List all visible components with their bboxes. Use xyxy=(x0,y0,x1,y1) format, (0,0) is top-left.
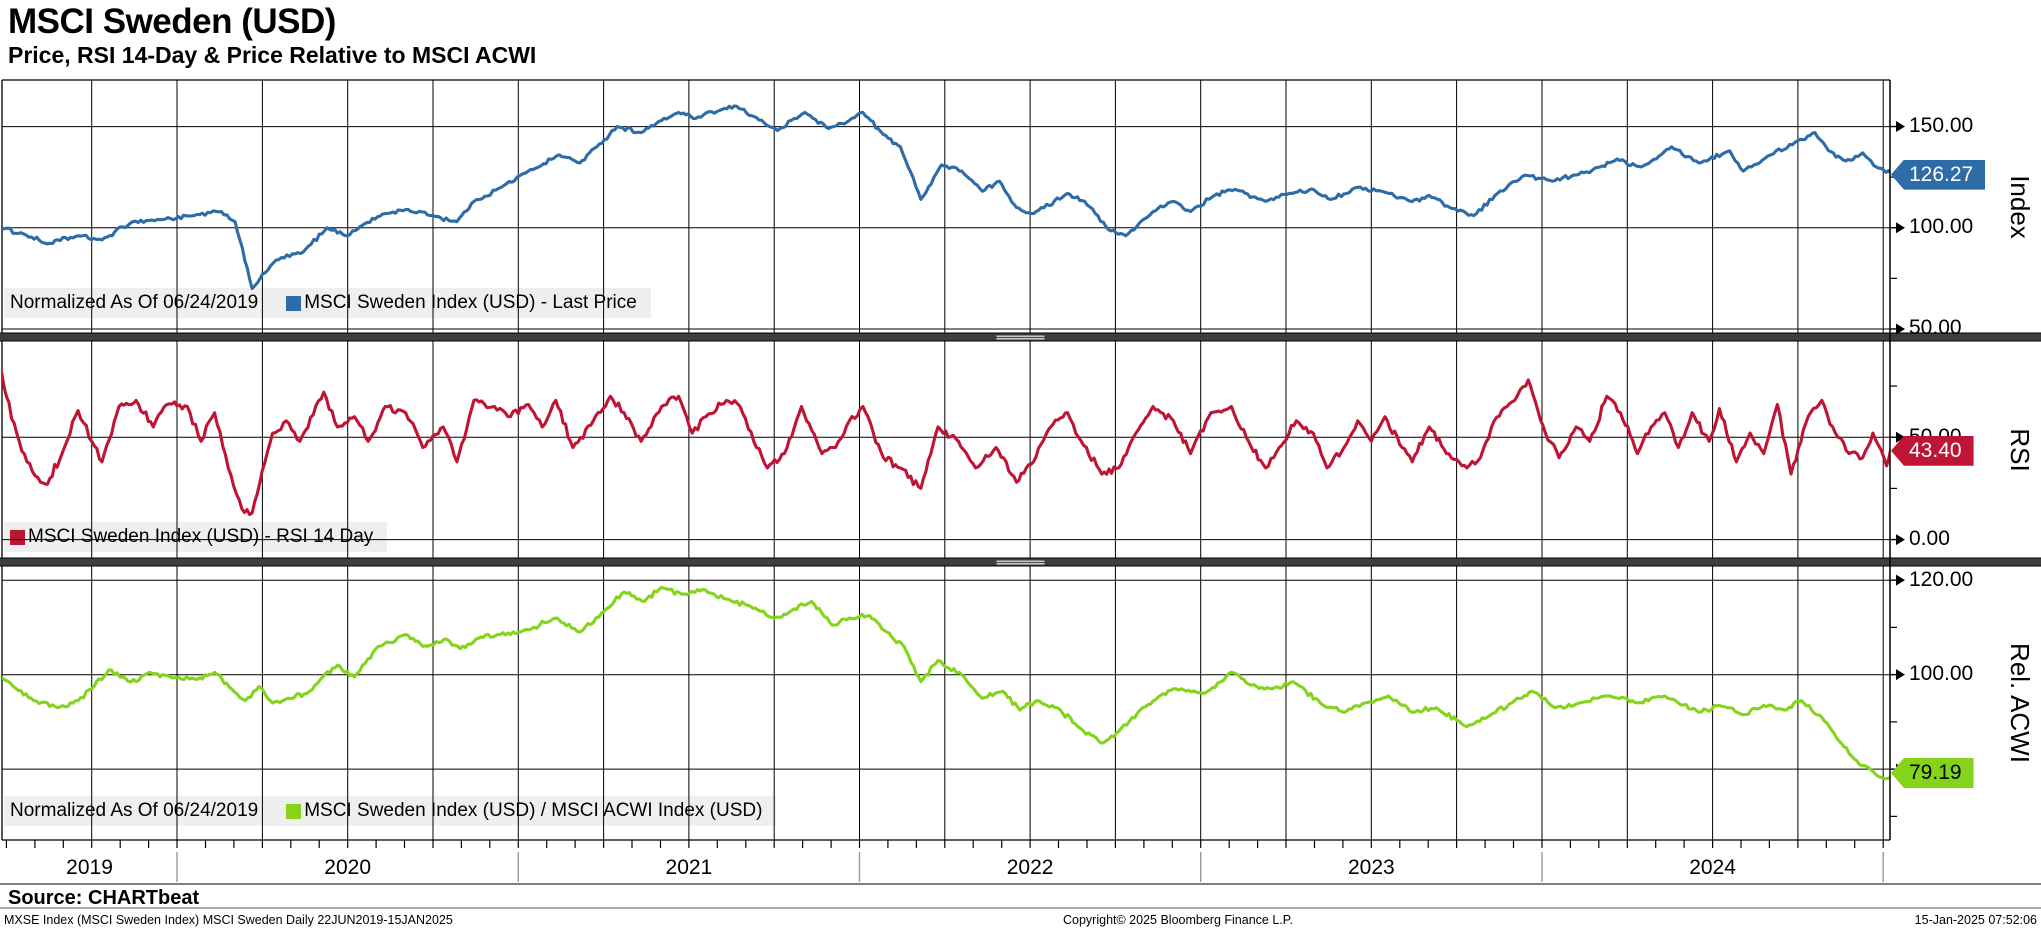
legend-relative-label: MSCI Sweden Index (USD) / MSCI ACWI Inde… xyxy=(304,800,763,821)
legend-relative-normalized-note: Normalized As Of 06/24/2019 xyxy=(10,800,259,821)
relative-axis-title: Rel. ACWI xyxy=(2005,643,2035,763)
footer-security-info: MXSE Index (MSCI Sweden Index) MSCI Swed… xyxy=(4,913,453,927)
relative-series-swatch-icon xyxy=(286,803,302,819)
page-title: MSCI Sweden (USD) xyxy=(8,2,336,41)
legend-price-normalized-note: Normalized As Of 06/24/2019 xyxy=(10,292,259,313)
relative-last-value-badge: 79.19 xyxy=(1891,757,1974,788)
price-last-value-badge: 126.27 xyxy=(1891,159,1986,190)
legend-price-label: MSCI Sweden Index (USD) - Last Price xyxy=(304,292,637,313)
rsi-axis-title: RSI xyxy=(2005,427,2035,472)
rsi-series-swatch-icon xyxy=(10,529,25,545)
legend-relative: Normalized As Of 06/24/2019 MSCI Sweden … xyxy=(4,796,777,826)
legend-rsi-label: MSCI Sweden Index (USD) - RSI 14 Day xyxy=(28,526,374,547)
footer-copyright: Copyright© 2025 Bloomberg Finance L.P. xyxy=(1063,913,1293,927)
source-label: Source: CHARTbeat xyxy=(8,887,200,909)
rsi-last-value-badge: 43.40 xyxy=(1891,435,1974,466)
page-subtitle: Price, RSI 14-Day & Price Relative to MS… xyxy=(8,42,537,68)
legend-price: Normalized As Of 06/24/2019 MSCI Sweden … xyxy=(4,288,651,318)
price-axis-title: Index xyxy=(2005,174,2035,239)
price-series-swatch-icon xyxy=(286,295,302,311)
legend-rsi: MSCI Sweden Index (USD) - RSI 14 Day xyxy=(4,522,388,552)
footer-timestamp: 15-Jan-2025 07:52:06 xyxy=(1914,913,2037,927)
